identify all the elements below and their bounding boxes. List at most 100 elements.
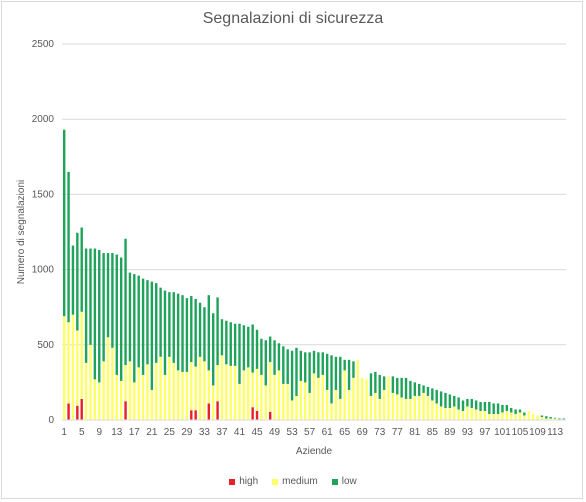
bar-medium <box>549 418 552 420</box>
y-tick-label: 1500 <box>32 189 55 200</box>
bar-low <box>242 325 246 371</box>
bar-low <box>277 343 281 371</box>
bar-medium <box>330 403 333 420</box>
bar-low <box>163 290 167 375</box>
bar-medium <box>382 389 386 420</box>
legend-swatch-medium <box>272 478 279 485</box>
bar-low <box>76 232 79 331</box>
bar-low <box>141 278 145 375</box>
bar-low <box>545 416 548 419</box>
bar-medium <box>479 410 482 420</box>
bar-medium <box>146 364 149 420</box>
bar-medium <box>527 410 530 420</box>
bar-low <box>176 293 180 371</box>
bar-medium <box>198 356 202 420</box>
bar-medium <box>102 361 105 420</box>
bar-medium <box>510 412 513 420</box>
x-tick-label: 113 <box>547 427 563 438</box>
bar-medium <box>128 361 132 420</box>
x-tick-label: 53 <box>287 427 299 438</box>
bar-low <box>146 280 149 365</box>
bar-low <box>115 254 118 375</box>
bar-medium <box>124 365 127 402</box>
bar-low <box>382 376 386 390</box>
bar-low <box>260 338 263 375</box>
bar-medium <box>229 365 232 420</box>
bar-high <box>216 401 219 420</box>
bar-low <box>369 373 373 396</box>
bar-medium <box>203 361 206 420</box>
bar-high <box>76 405 79 420</box>
bar-low <box>400 377 403 398</box>
bar-low <box>496 403 500 414</box>
bar-medium <box>505 410 509 420</box>
bar-medium <box>325 389 329 420</box>
bar-medium <box>168 356 171 420</box>
bar-medium <box>470 407 473 420</box>
legend-swatch-low <box>331 478 338 485</box>
bar-medium <box>496 413 500 420</box>
bar-medium <box>365 379 368 420</box>
bar-low <box>562 418 566 420</box>
bar-low <box>378 374 381 399</box>
bar-low <box>133 274 136 383</box>
bar-low <box>540 415 544 417</box>
x-tick-label: 101 <box>494 427 511 438</box>
bar-high <box>207 403 211 420</box>
bar-low <box>308 352 311 393</box>
bar-low <box>198 302 202 357</box>
bar-low <box>457 397 460 410</box>
bar-medium <box>150 389 154 420</box>
bar-medium <box>282 383 285 420</box>
bar-high <box>80 398 83 420</box>
bar-medium <box>273 374 276 420</box>
x-tick-label: 109 <box>529 427 546 438</box>
bar-low <box>225 320 228 365</box>
legend-label-high: high <box>239 476 259 487</box>
bar-low <box>264 340 267 386</box>
bar-medium <box>62 316 66 420</box>
bar-low <box>343 359 346 371</box>
x-tick-label: 33 <box>199 427 211 438</box>
bar-low <box>413 382 417 396</box>
bar-medium <box>251 372 254 408</box>
legend-item-medium: medium <box>272 476 318 487</box>
bar-medium <box>369 395 373 420</box>
bar-low <box>422 385 425 393</box>
bar-medium <box>137 367 140 420</box>
bar-low <box>325 353 329 390</box>
x-tick-label: 77 <box>392 427 404 438</box>
bar-low <box>461 400 465 411</box>
bar-medium <box>439 406 443 420</box>
bar-low <box>211 313 215 386</box>
bar-low <box>181 295 184 372</box>
bar-medium <box>352 377 355 420</box>
bar-low <box>558 418 561 420</box>
x-tick-label: 97 <box>479 427 491 438</box>
bar-low <box>391 376 395 393</box>
bar-low <box>268 336 272 363</box>
bar-medium <box>417 395 421 420</box>
bar-low <box>190 295 193 363</box>
x-tick-label: 25 <box>164 427 176 438</box>
x-tick-label: 57 <box>304 427 316 438</box>
bar-medium <box>422 392 425 420</box>
bar-medium <box>80 311 83 399</box>
y-tick-label: 0 <box>48 415 54 426</box>
bar-low <box>84 248 88 363</box>
bar-medium <box>378 398 381 420</box>
bar-high <box>251 407 254 420</box>
bar-low <box>282 346 285 384</box>
bar-low <box>216 297 219 366</box>
bar-low <box>102 253 105 362</box>
bar-medium <box>172 362 175 420</box>
bar-low <box>150 281 154 390</box>
bar-high <box>190 410 193 420</box>
bar-medium <box>431 400 434 420</box>
bar-medium <box>488 413 491 420</box>
bar-low <box>492 403 495 414</box>
bar-medium <box>361 377 364 420</box>
bar-medium <box>553 418 557 420</box>
x-tick-label: 61 <box>322 427 334 438</box>
bar-medium <box>277 370 281 420</box>
